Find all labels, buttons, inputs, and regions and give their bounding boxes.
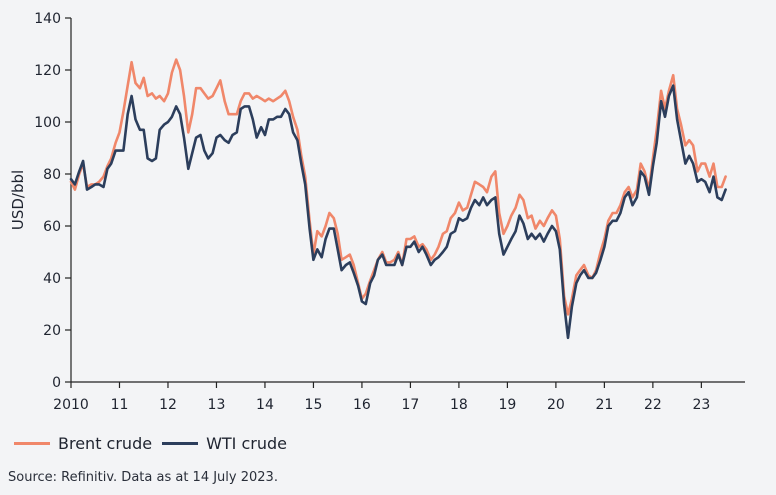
legend: Brent crude WTI crude: [14, 434, 297, 453]
x-tick-label: 12: [159, 397, 177, 413]
y-tick-label: 60: [43, 219, 61, 235]
x-tick-label: 23: [692, 397, 710, 413]
legend-item-brent[interactable]: Brent crude: [14, 434, 152, 453]
x-tick-label: 17: [402, 397, 420, 413]
x-tick-label: 22: [644, 397, 662, 413]
legend-label-wti: WTI crude: [206, 434, 287, 453]
series-line-wti-crude: [69, 84, 727, 340]
oil-price-chart: 0 20 40 60 80 100 120 140 2010 11 12 13 14 15 16 17 18 19…: [9, 11, 745, 413]
legend-label-brent: Brent crude: [58, 434, 153, 453]
x-tick-label: 2010: [53, 397, 89, 413]
x-tick-label: 11: [111, 397, 129, 413]
series-line-brent-crude: [69, 58, 727, 316]
legend-swatch-brent: [14, 442, 50, 445]
source-note: Source: Refinitiv. Data as at 14 July 20…: [8, 470, 278, 485]
x-tick-label: 21: [595, 397, 613, 413]
y-tick-label: 80: [43, 167, 61, 183]
x-tick-label: 14: [256, 397, 274, 413]
y-tick-label: 120: [34, 63, 61, 79]
legend-swatch-wti: [162, 442, 199, 445]
axes: 0 20 40 60 80 100 120 140 2010 11 12 13 14 15 16 17 18 19…: [34, 11, 745, 413]
y-axis-label: USD/bbl: [9, 170, 27, 230]
series: [69, 58, 727, 340]
x-tick-label: 20: [547, 397, 565, 413]
y-tick-label: 40: [43, 271, 61, 287]
y-tick-label: 20: [43, 323, 61, 339]
y-tick-label: 0: [52, 375, 61, 391]
x-tick-label: 18: [450, 397, 468, 413]
x-tick-label: 15: [305, 397, 323, 413]
y-tick-label: 140: [34, 11, 61, 27]
x-tick-label: 16: [353, 397, 371, 413]
y-tick-label: 100: [34, 115, 61, 131]
x-tick-label: 13: [208, 397, 226, 413]
legend-item-wti[interactable]: WTI crude: [162, 434, 287, 453]
x-tick-label: 19: [498, 397, 516, 413]
